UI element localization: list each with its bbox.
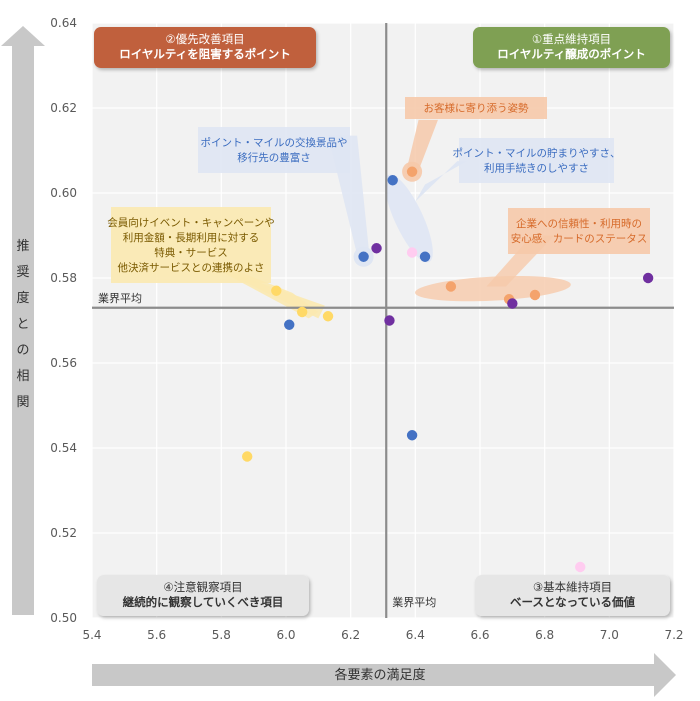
x-tick-label: 5.4 (82, 628, 101, 642)
data-point (406, 166, 418, 177)
x-tick-label: 6.0 (276, 628, 295, 642)
y-tick-label: 0.60 (50, 186, 77, 200)
quadrant-text: 継続的に観察していくべき項目 (123, 595, 284, 609)
annotation-box (508, 208, 650, 254)
data-point (387, 175, 398, 186)
quadrant-box (94, 27, 316, 68)
y-axis-title-char: 奨 (16, 265, 29, 280)
x-tick-label: 5.6 (147, 628, 166, 642)
data-point (271, 285, 282, 296)
y-tick-label: 0.58 (50, 271, 77, 285)
annotation-text: 特典・サービス (154, 246, 228, 259)
x-tick-label: 7.0 (600, 628, 619, 642)
gridlines (91, 22, 675, 619)
annotation-label: 会員向けイベント・キャンペーンや利用金額・長期利用に対する特典・サービス他決済サ… (107, 207, 275, 283)
quadrant-text: ②優先改善項目 (165, 32, 244, 46)
quadrant-text: ③基本維持項目 (533, 580, 612, 594)
x-tick-label: 6.8 (535, 628, 554, 642)
annotation-text: 利用手続きのしやすさ (484, 162, 589, 175)
x-tick-label: 6.6 (470, 628, 489, 642)
y-axis-title-char: と (16, 317, 29, 332)
annotation-box (405, 97, 547, 119)
y-tick-label: 0.64 (50, 16, 77, 30)
annotation-text: 安心感、カードのステータス (511, 232, 648, 245)
quadrant-text: ロイヤルティを阻害するポイント (119, 47, 290, 61)
data-point (406, 247, 418, 258)
y-axis-title-char: の (16, 343, 29, 358)
data-point (322, 311, 334, 322)
y-tick-label: 0.56 (50, 356, 77, 370)
annotation-box (198, 127, 350, 173)
data-point (358, 251, 369, 262)
data-point (384, 315, 395, 326)
x-axis-arrow (92, 653, 676, 697)
data-point (445, 281, 457, 292)
callout-wedge (406, 119, 438, 172)
annotation-label: ポイント・マイルの貯まりやすさ、利用手続きのしやすさ (453, 138, 621, 183)
y-axis-title-char: 推 (16, 239, 29, 254)
data-point (419, 251, 431, 262)
annotation-text: 会員向けイベント・キャンペーンや (107, 216, 274, 229)
quadrant-text: ロイヤルティ醸成のポイント (497, 47, 645, 61)
data-point (284, 319, 295, 330)
x-tick-label: 7.2 (664, 628, 683, 642)
data-point (406, 430, 418, 441)
annotation-label: お客様に寄り添う姿勢 (405, 97, 547, 119)
data-point (575, 561, 586, 573)
y-axis-title-char: 度 (16, 290, 29, 306)
y-tick-label: 0.52 (50, 526, 77, 540)
data-point (371, 243, 382, 254)
x-axis-ticks: 5.4 5.6 5.8 6.0 6.2 6.4 6.6 6.8 7.0 7.2 (82, 628, 683, 642)
annotation-text: ポイント・マイルの貯まりやすさ、 (453, 148, 621, 160)
data-point (507, 298, 518, 309)
y-axis-title-char: 相 (16, 369, 29, 384)
x-tick-label: 6.2 (341, 628, 360, 642)
annotation-text: 他決済サービスとの連携のよさ (118, 261, 265, 274)
x-tick-label: 5.8 (212, 628, 231, 642)
data-point (529, 289, 541, 301)
annotation-box (111, 207, 271, 283)
plot-area (92, 23, 674, 618)
quadrant-text: ベースとなっている価値 (510, 595, 636, 609)
data-points (242, 166, 654, 573)
y-axis-title-char: 関 (16, 395, 29, 410)
quadrant-box (475, 575, 670, 616)
y-tick-label: 0.54 (50, 441, 77, 455)
x-axis-title: 各要素の満足度 (334, 667, 425, 683)
annotation-text: お客様に寄り添う姿勢 (424, 102, 529, 115)
annotation-text: 企業への信頼性・利用時の (516, 217, 642, 230)
quadrant-text: ④注意観察項目 (163, 580, 242, 594)
x-reference-label: 業界平均 (392, 596, 436, 609)
y-tick-label: 0.50 (50, 611, 77, 625)
quadrant-box (97, 575, 309, 616)
y-reference-label: 業界平均 (98, 292, 142, 305)
quadrant-box (473, 27, 670, 68)
y-axis-arrow (1, 26, 45, 615)
data-point (242, 451, 253, 462)
data-point (642, 272, 654, 284)
annotation-text: ポイント・マイルの交換景品や (201, 136, 348, 149)
x-tick-label: 6.4 (406, 628, 425, 642)
annotation-text: 移行先の豊富さ (237, 151, 311, 164)
data-point (296, 306, 308, 318)
highlight-ellipse (384, 174, 433, 263)
quadrant-text: ①重点維持項目 (532, 32, 611, 46)
y-axis-ticks: 0.50 0.52 0.54 0.56 0.58 0.60 0.62 0.64 (50, 16, 77, 625)
annotation-box (459, 138, 614, 183)
y-tick-label: 0.62 (50, 101, 77, 115)
annotation-text: 利用金額・長期利用に対する (123, 231, 260, 244)
